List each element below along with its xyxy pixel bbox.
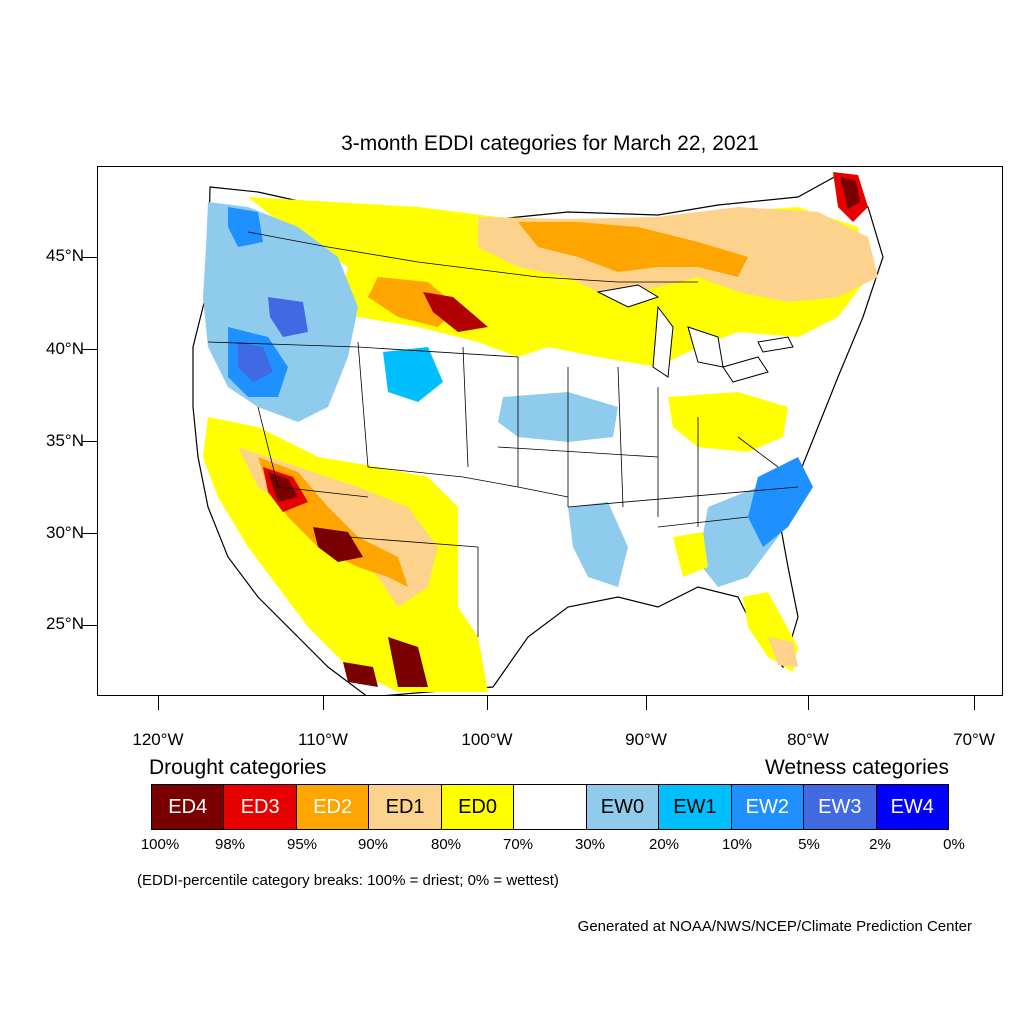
break-label: 0% — [943, 836, 965, 853]
break-label: 20% — [648, 836, 680, 853]
lat-tick — [82, 349, 97, 350]
break-label: 10% — [721, 836, 753, 853]
legend-box-ed4: ED4 — [152, 785, 225, 829]
lon-label: 80°W — [787, 730, 829, 749]
region-florida-ed1 — [768, 637, 798, 667]
lat-tick — [82, 441, 97, 442]
region-dakotas-ed4 — [423, 292, 488, 332]
legend-box-ew4: EW4 — [876, 785, 948, 829]
region-lower-mississippi-ew0 — [568, 502, 628, 587]
lon-tick — [158, 696, 159, 710]
region-upper-midwest-ed2 — [518, 222, 748, 277]
break-label: 80% — [430, 836, 462, 853]
great-lakes — [596, 284, 794, 383]
lon-tick — [974, 696, 975, 710]
break-label: 5% — [798, 836, 820, 853]
legend-box-ew3: EW3 — [804, 785, 877, 829]
lon-tick — [646, 696, 647, 710]
lon-label: 90°W — [625, 730, 667, 749]
lat-label: 45°N — [46, 246, 84, 265]
region-colorado-ew1 — [383, 347, 443, 402]
break-label: 2% — [869, 836, 891, 853]
boundary-lines — [207, 231, 799, 637]
legend-box-neutral — [514, 785, 587, 829]
region-mid-mississippi-ew0 — [498, 392, 618, 442]
break-label: 100% — [140, 836, 180, 853]
lat-tick — [82, 625, 97, 626]
lon-label: 110°W — [298, 730, 348, 749]
region-mexico-ed4 — [388, 637, 428, 687]
chart-title: 3-month EDDI categories for March 22, 20… — [341, 132, 759, 155]
lon-tick — [487, 696, 488, 710]
region-southeast-ew2 — [748, 457, 813, 547]
category-note: (EDDI-percentile category breaks: 100% =… — [137, 872, 559, 889]
category-legend: ED4 ED3 ED2 ED1 ED0 EW0 EW1 EW2 EW3 EW4 — [151, 784, 949, 830]
lon-tick — [808, 696, 809, 710]
legend-box-ed2: ED2 — [296, 785, 370, 829]
legend-box-ed3: ED3 — [224, 785, 297, 829]
wetness-heading: Wetness categories — [764, 756, 949, 779]
legend-box-ew1: EW1 — [659, 785, 732, 829]
lon-tick — [323, 696, 324, 710]
lat-tick — [82, 533, 97, 534]
region-southwest-ed4 — [268, 472, 298, 502]
legend-box-ew0: EW0 — [586, 785, 660, 829]
lon-label: 100°W — [461, 730, 513, 749]
lon-label: 70°W — [953, 730, 995, 749]
region-idaho-ew3 — [268, 297, 308, 337]
legend-box-ed1: ED1 — [369, 785, 442, 829]
legend-box-ed0: ED0 — [441, 785, 515, 829]
region-dakotas-ed2 — [368, 277, 458, 327]
map-panel — [97, 166, 1003, 696]
region-arizona-ed4 — [313, 527, 363, 562]
break-label: 30% — [574, 836, 606, 853]
region-georgia-ed0 — [673, 532, 708, 577]
break-label: 90% — [357, 836, 389, 853]
lat-label: 25°N — [46, 614, 84, 633]
credit-line: Generated at NOAA/NWS/NCEP/Climate Predi… — [577, 918, 972, 935]
lat-label: 40°N — [46, 339, 84, 358]
drought-heading: Drought categories — [149, 756, 327, 779]
region-great-basin-ew3 — [238, 342, 273, 382]
region-washington-ew2 — [228, 207, 263, 247]
break-label: 95% — [286, 836, 318, 853]
eddi-map — [98, 167, 1002, 695]
lon-label: 120°W — [132, 730, 184, 749]
lat-label: 30°N — [46, 523, 84, 542]
region-baja-ed4 — [343, 662, 378, 687]
break-label: 70% — [502, 836, 534, 853]
region-maine-core — [840, 177, 860, 209]
break-label: 98% — [214, 836, 246, 853]
legend-box-ew2: EW2 — [731, 785, 805, 829]
lat-label: 35°N — [46, 431, 84, 450]
lat-tick — [82, 257, 97, 258]
